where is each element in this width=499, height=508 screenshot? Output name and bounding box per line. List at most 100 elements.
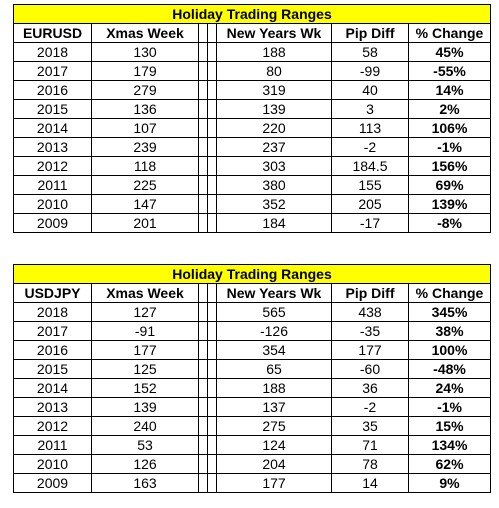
- table-cell: -48%: [407, 359, 492, 379]
- spacer-cell: [198, 416, 208, 436]
- table-cell: 78: [331, 454, 409, 474]
- table-row: 2011 53 124 71 134%: [13, 435, 492, 455]
- table-cell: 565: [216, 302, 332, 322]
- table-cell: 2017: [13, 61, 92, 81]
- spacer-cell: [198, 156, 208, 176]
- table-cell: 237: [216, 137, 332, 157]
- spacer-cell: [198, 80, 208, 100]
- table-cell: -126: [216, 321, 332, 341]
- table-row: 2013 239 237 -2 -1%: [13, 137, 492, 157]
- table-cell: 225: [91, 175, 199, 195]
- table-cell: -99: [331, 61, 409, 81]
- table-cell: -2: [331, 137, 409, 157]
- spacer-cell: [207, 454, 217, 474]
- table-cell: 2014: [13, 118, 92, 138]
- table-cell: 126: [91, 454, 199, 474]
- table-row: 2013 139 137 -2 -1%: [13, 397, 492, 417]
- spacer-cell: [198, 321, 208, 341]
- table-cell: -60: [331, 359, 409, 379]
- column-header: [207, 283, 217, 303]
- table-cell: 177: [91, 340, 199, 360]
- table-cell: 201: [91, 213, 199, 233]
- spacer-cell: [207, 473, 217, 493]
- table-cell: 303: [216, 156, 332, 176]
- table-cell: 45%: [407, 42, 492, 62]
- table-cell: 137: [216, 397, 332, 417]
- table-cell: 147: [91, 194, 199, 214]
- table-cell: 139: [216, 99, 332, 119]
- table-cell: 2014: [13, 378, 92, 398]
- spacer-cell: [198, 137, 208, 157]
- table-row: 2016 279 319 40 14%: [13, 80, 492, 100]
- table-row: 2018 130 188 58 45%: [13, 42, 492, 62]
- table-cell: 2%: [407, 99, 492, 119]
- spacer-cell: [207, 80, 217, 100]
- table-row: 2009 163 177 14 9%: [13, 473, 492, 493]
- table-cell: -91: [91, 321, 199, 341]
- title-row: Holiday Trading Ranges: [12, 4, 492, 24]
- table-cell: 2018: [13, 42, 92, 62]
- column-header: [198, 283, 208, 303]
- table-row: 2018 127 565 438 345%: [13, 302, 492, 322]
- usdjpy-table: Holiday Trading Ranges USDJPY Xmas Week New…: [12, 264, 492, 493]
- table-cell: 345%: [407, 302, 492, 322]
- table-cell: 2017: [13, 321, 92, 341]
- spacer-cell: [207, 175, 217, 195]
- table-row: 2014 152 188 36 24%: [13, 378, 492, 398]
- table-cell: 69%: [407, 175, 492, 195]
- column-header: New Years Wk: [216, 283, 332, 303]
- table-cell: 2012: [13, 156, 92, 176]
- table-cell: 2009: [13, 473, 92, 493]
- column-header: Pip Diff: [331, 23, 409, 43]
- table-cell: 62%: [407, 454, 492, 474]
- table-cell: 15%: [407, 416, 492, 436]
- table-cell: 2010: [13, 194, 92, 214]
- table-cell: 36: [331, 378, 409, 398]
- spacer-cell: [198, 454, 208, 474]
- spacer-cell: [207, 321, 217, 341]
- spacer-cell: [207, 42, 217, 62]
- table-cell: 354: [216, 340, 332, 360]
- table-cell: 2010: [13, 454, 92, 474]
- spacer-cell: [198, 397, 208, 417]
- table-cell: 139%: [407, 194, 492, 214]
- table-cell: 100%: [407, 340, 492, 360]
- table-title: Holiday Trading Ranges: [12, 264, 492, 284]
- spacer-cell: [198, 42, 208, 62]
- table-cell: 184: [216, 213, 332, 233]
- table-cell: 113: [331, 118, 409, 138]
- spacer-cell: [207, 213, 217, 233]
- spacer-cell: [198, 359, 208, 379]
- table-row: 2010 147 352 205 139%: [13, 194, 492, 214]
- column-header: Xmas Week: [91, 283, 199, 303]
- table-row: 2012 118 303 184.5 156%: [13, 156, 492, 176]
- table-cell: 352: [216, 194, 332, 214]
- column-header: Pip Diff: [331, 283, 409, 303]
- table-cell: 279: [91, 80, 199, 100]
- table-cell: 65: [216, 359, 332, 379]
- table-row: 2015 136 139 3 2%: [13, 99, 492, 119]
- spacer-cell: [207, 156, 217, 176]
- table-cell: 380: [216, 175, 332, 195]
- table-cell: 184.5: [331, 156, 409, 176]
- spacer-cell: [207, 359, 217, 379]
- table-cell: 204: [216, 454, 332, 474]
- spacer-cell: [207, 435, 217, 455]
- table-cell: 35: [331, 416, 409, 436]
- table-cell: 156%: [407, 156, 492, 176]
- table-cell: -1%: [407, 397, 492, 417]
- spacer-cell: [198, 99, 208, 119]
- column-header: [198, 23, 208, 43]
- column-header: [207, 23, 217, 43]
- table-cell: 40: [331, 80, 409, 100]
- table-cell: 2016: [13, 340, 92, 360]
- spacer-cell: [198, 378, 208, 398]
- spacer-cell: [207, 340, 217, 360]
- table-row: 2016 177 354 177 100%: [13, 340, 492, 360]
- title-row: Holiday Trading Ranges: [12, 264, 492, 284]
- table-cell: 2012: [13, 416, 92, 436]
- table-cell: 124: [216, 435, 332, 455]
- table-cell: 134%: [407, 435, 492, 455]
- table-cell: 130: [91, 42, 199, 62]
- table-cell: 179: [91, 61, 199, 81]
